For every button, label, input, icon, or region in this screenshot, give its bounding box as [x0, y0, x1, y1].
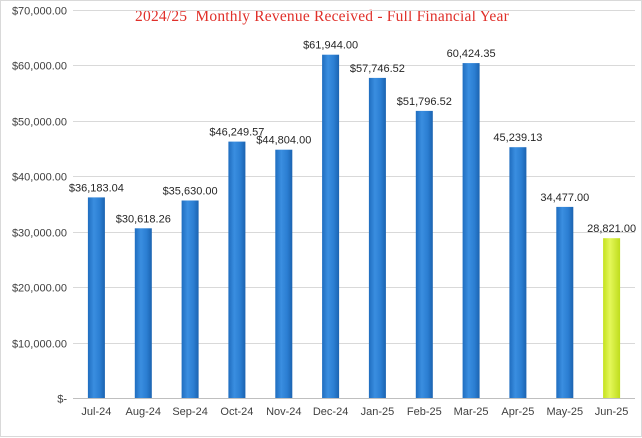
bar-may-25: [556, 206, 574, 398]
data-labels: $36,183.04 $30,618.26 $35,630.00 $46,249.57…: [69, 40, 636, 235]
x-tick-label: Nov-24: [266, 406, 301, 418]
y-tick-label: $50,000.00: [12, 117, 67, 129]
y-tick-label: $-: [57, 394, 67, 406]
bar-jun-25: [603, 238, 621, 398]
x-tick-label: Feb-25: [407, 406, 442, 418]
bar-jan-25: [368, 77, 386, 399]
data-label: $35,630.00: [163, 186, 218, 198]
x-tick-label: Aug-24: [126, 406, 161, 418]
chart-title: 2024/25 Monthly Revenue Received - Full …: [135, 8, 509, 25]
bar-nov-24: [275, 149, 293, 398]
x-axis: Jul-24 Aug-24 Sep-24 Oct-24 Nov-24 Dec-24 Jan-…: [81, 406, 628, 418]
x-tick-label: Sep-24: [172, 406, 207, 418]
x-tick-label: May-25: [546, 406, 583, 418]
data-label: $30,618.26: [116, 213, 171, 225]
bar-apr-25: [509, 147, 527, 398]
data-label: 28,821.00: [587, 223, 636, 235]
bar-sep-24: [181, 200, 199, 398]
y-tick-label: $40,000.00: [12, 172, 67, 184]
x-tick-label: Jan-25: [361, 406, 395, 418]
bar-dec-24: [322, 54, 340, 398]
data-label: $61,944.00: [303, 40, 358, 52]
data-label: 45,239.13: [493, 132, 542, 144]
bars: [87, 54, 621, 399]
gridlines: [73, 10, 635, 399]
data-label: $51,796.52: [397, 96, 452, 108]
x-tick-label: Jul-24: [81, 406, 111, 418]
data-label: $44,804.00: [256, 135, 311, 147]
x-tick-label: Dec-24: [313, 406, 348, 418]
data-label: $57,746.52: [350, 63, 405, 75]
x-tick-label: Apr-25: [501, 406, 534, 418]
y-axis: $- $10,000.00 $20,000.00 $30,000.00 $40,000.…: [12, 6, 67, 406]
x-tick-label: Oct-24: [220, 406, 253, 418]
bar-oct-24: [228, 141, 246, 398]
bar-jul-24: [87, 197, 105, 398]
y-tick-label: $10,000.00: [12, 339, 67, 351]
x-tick-label: Jun-25: [595, 406, 629, 418]
data-label: $36,183.04: [69, 182, 124, 194]
y-tick-label: $60,000.00: [12, 61, 67, 73]
bar-feb-25: [415, 110, 433, 399]
data-label: 34,477.00: [540, 192, 589, 204]
data-label: $46,249.57: [209, 127, 264, 139]
x-tick-label: Mar-25: [454, 406, 489, 418]
y-tick-label: $30,000.00: [12, 228, 67, 240]
data-label: 60,424.35: [447, 48, 496, 60]
bar-mar-25: [462, 63, 480, 398]
y-tick-label: $20,000.00: [12, 283, 67, 295]
y-tick-label: $70,000.00: [12, 6, 67, 18]
bar-aug-24: [134, 228, 152, 398]
